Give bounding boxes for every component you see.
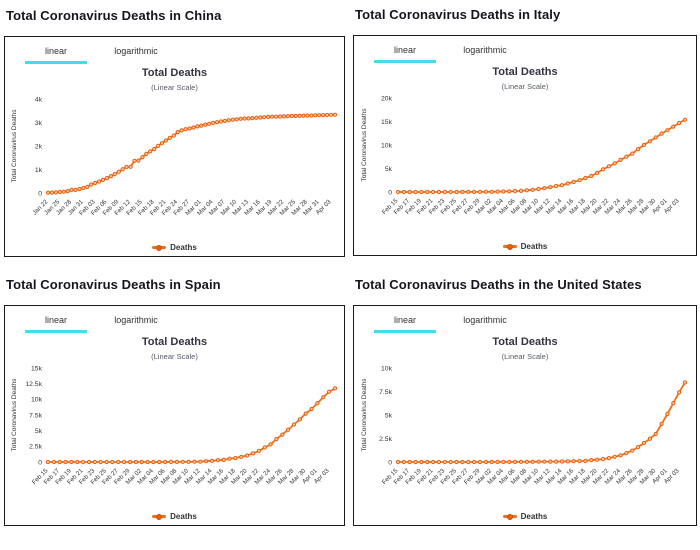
legend[interactable]: Deaths bbox=[354, 512, 696, 521]
svg-text:2k: 2k bbox=[34, 143, 42, 150]
svg-text:15k: 15k bbox=[381, 119, 393, 126]
svg-text:2.5k: 2.5k bbox=[379, 436, 392, 443]
chart-card: linear logarithmic Total Deaths (Linear … bbox=[4, 36, 345, 257]
svg-text:7.5k: 7.5k bbox=[379, 389, 392, 396]
chart-subtitle: (Linear Scale) bbox=[151, 83, 198, 92]
legend[interactable]: Deaths bbox=[354, 242, 696, 251]
chart-title: Total Deaths bbox=[492, 336, 558, 348]
tab-linear[interactable]: linear bbox=[374, 315, 436, 333]
svg-text:Total Coronavirus Deaths: Total Coronavirus Deaths bbox=[11, 109, 18, 183]
svg-text:0: 0 bbox=[38, 459, 42, 466]
tab-logarithmic[interactable]: logarithmic bbox=[463, 45, 507, 55]
tab-linear[interactable]: linear bbox=[25, 46, 87, 64]
svg-text:12.5k: 12.5k bbox=[25, 381, 42, 388]
chart-card: linear logarithmic Total Deaths (Linear … bbox=[4, 305, 345, 526]
legend[interactable]: Deaths bbox=[5, 243, 344, 252]
scale-tabs: linear logarithmic bbox=[5, 306, 344, 333]
svg-text:20k: 20k bbox=[381, 95, 393, 102]
page-title: Total Coronavirus Deaths in Spain bbox=[6, 277, 221, 292]
legend-label: Deaths bbox=[170, 243, 197, 252]
chart-card: linear logarithmic Total Deaths (Linear … bbox=[353, 305, 697, 526]
legend-label: Deaths bbox=[520, 512, 548, 521]
tab-linear[interactable]: linear bbox=[25, 315, 87, 333]
tab-logarithmic[interactable]: logarithmic bbox=[463, 315, 507, 325]
svg-text:10k: 10k bbox=[31, 397, 43, 404]
svg-text:Total Coronavirus Deaths: Total Coronavirus Deaths bbox=[361, 378, 368, 452]
scale-tabs: linear logarithmic bbox=[354, 36, 696, 63]
svg-text:Total Coronavirus Deaths: Total Coronavirus Deaths bbox=[11, 378, 18, 452]
chart-panel-italy: Total Coronavirus Deaths in Italy linear… bbox=[353, 7, 697, 256]
chart-card: linear logarithmic Total Deaths (Linear … bbox=[353, 35, 697, 256]
page-title: Total Coronavirus Deaths in China bbox=[6, 8, 222, 23]
line-chart: 0 2.5k 5k 7.5k 10k 12.5k 15k Total Coronavirus … bbox=[11, 365, 337, 486]
chart-title: Total Deaths bbox=[141, 67, 208, 79]
tab-logarithmic[interactable]: logarithmic bbox=[114, 315, 158, 325]
chart-panel-united-states: Total Coronavirus Deaths in the United S… bbox=[353, 277, 697, 526]
svg-text:10k: 10k bbox=[381, 142, 393, 149]
svg-text:1k: 1k bbox=[34, 167, 42, 174]
svg-text:5k: 5k bbox=[385, 166, 393, 173]
svg-text:2.5k: 2.5k bbox=[29, 444, 42, 451]
legend-marker-icon bbox=[152, 513, 167, 520]
svg-text:0: 0 bbox=[388, 459, 392, 466]
chart-title: Total Deaths bbox=[141, 336, 208, 348]
legend-label: Deaths bbox=[170, 512, 197, 521]
legend-label: Deaths bbox=[520, 242, 548, 251]
chart-title: Total Deaths bbox=[492, 66, 558, 78]
chart-panel-spain: Total Coronavirus Deaths in Spain linear… bbox=[4, 277, 345, 526]
svg-text:0: 0 bbox=[388, 189, 392, 196]
tab-linear[interactable]: linear bbox=[374, 45, 436, 63]
svg-text:10k: 10k bbox=[381, 365, 393, 372]
svg-text:3k: 3k bbox=[34, 120, 42, 127]
legend[interactable]: Deaths bbox=[5, 512, 344, 521]
svg-text:7.5k: 7.5k bbox=[29, 412, 42, 419]
svg-text:15k: 15k bbox=[31, 365, 43, 372]
page-title: Total Coronavirus Deaths in Italy bbox=[355, 7, 561, 22]
chart-subtitle: (Linear Scale) bbox=[501, 82, 549, 91]
svg-text:4k: 4k bbox=[34, 96, 42, 103]
scale-tabs: linear logarithmic bbox=[354, 306, 696, 333]
chart-subtitle: (Linear Scale) bbox=[501, 352, 549, 361]
svg-text:Total Coronavirus Deaths: Total Coronavirus Deaths bbox=[361, 108, 368, 182]
chart-subtitle: (Linear Scale) bbox=[151, 352, 198, 361]
scale-tabs: linear logarithmic bbox=[5, 37, 344, 64]
chart-panel-china: Total Coronavirus Deaths in China linear… bbox=[4, 8, 345, 257]
page-title: Total Coronavirus Deaths in the United S… bbox=[355, 277, 642, 292]
svg-text:0: 0 bbox=[38, 190, 42, 197]
legend-marker-icon bbox=[502, 513, 517, 520]
tab-logarithmic[interactable]: logarithmic bbox=[114, 46, 158, 56]
svg-text:5k: 5k bbox=[34, 428, 42, 435]
svg-text:5k: 5k bbox=[385, 412, 393, 419]
legend-marker-icon bbox=[152, 244, 167, 251]
legend-marker-icon bbox=[502, 243, 517, 250]
